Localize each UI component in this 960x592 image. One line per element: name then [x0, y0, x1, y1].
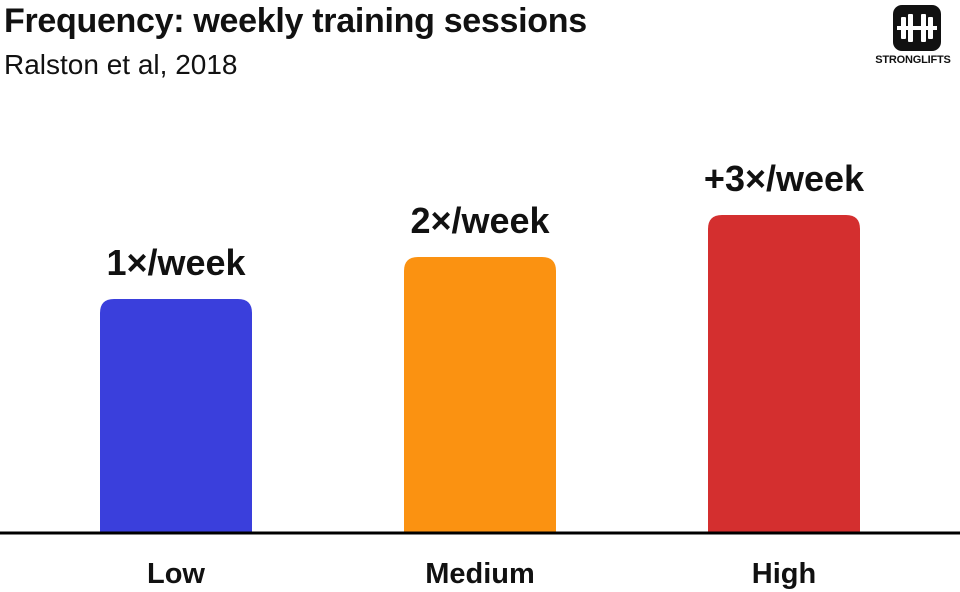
x-tick-label-high: High [752, 558, 816, 590]
data-label-high: +3×/week [704, 158, 865, 199]
stronglifts-logo: STRONGLIFTS [868, 4, 958, 72]
bars-group: 1×/week 2×/week +3×/week [100, 158, 865, 533]
x-tick-labels: Low Medium High [147, 558, 816, 590]
data-label-medium: 2×/week [410, 200, 550, 241]
barbell-icon [893, 5, 941, 51]
chart-title: Frequency: weekly training sessions [4, 2, 587, 40]
bar-high [708, 215, 860, 533]
bar-medium [404, 257, 556, 533]
bar-low [100, 299, 252, 533]
x-tick-label-medium: Medium [425, 558, 535, 590]
x-tick-label-low: Low [147, 558, 205, 590]
chart-subtitle: Ralston et al, 2018 [4, 49, 238, 80]
data-label-low: 1×/week [106, 242, 246, 283]
logo-text: STRONGLIFTS [875, 54, 951, 66]
